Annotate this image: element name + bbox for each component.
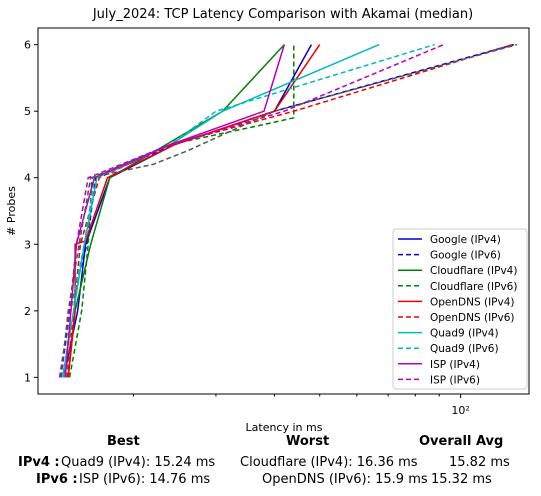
legend-label: Quad9 (IPv4)	[430, 328, 499, 340]
legend: Google (IPv4) Google (IPv6) Cloudflare (IP…	[392, 228, 528, 390]
series-line-isp-ipv4	[64, 44, 286, 378]
x-tick-label: 10²	[451, 404, 469, 417]
legend-label: OpenDNS (IPv4)	[430, 296, 515, 308]
y-tick-label: 4	[24, 172, 31, 185]
legend-label: Quad9 (IPv6)	[430, 343, 499, 355]
series-line-cloudflare-ipv4	[67, 44, 285, 378]
legend-label: Cloudflare (IPv4)	[430, 265, 517, 277]
y-axis-label: # Probes	[5, 186, 18, 236]
series-line-isp-ipv6	[58, 43, 444, 378]
legend-label: OpenDNS (IPv6)	[430, 312, 515, 324]
chart-title: July_2024: TCP Latency Comparison with A…	[92, 7, 473, 22]
series-line-unlabeled-10	[60, 43, 518, 378]
y-tick-label: 1	[24, 371, 31, 384]
legend-box	[392, 228, 528, 390]
y-tick-label: 6	[24, 39, 31, 52]
y-tick-label: 2	[24, 305, 31, 318]
series-line-quad9-ipv6	[63, 43, 435, 378]
legend-label: Google (IPv6)	[430, 250, 501, 262]
legend-label: ISP (IPv6)	[430, 374, 480, 386]
y-tick-label: 3	[24, 238, 31, 251]
plot-area	[37, 27, 530, 395]
y-tick-label: 5	[24, 105, 31, 118]
legend-label: Google (IPv4)	[430, 234, 501, 246]
x-axis-label: Latency in ms	[246, 421, 323, 434]
series-line-quad9-ipv4	[61, 43, 380, 378]
series-line-opendns-ipv4	[67, 44, 321, 378]
legend-label: ISP (IPv4)	[430, 359, 480, 371]
legend-label: Cloudflare (IPv6)	[430, 281, 517, 293]
